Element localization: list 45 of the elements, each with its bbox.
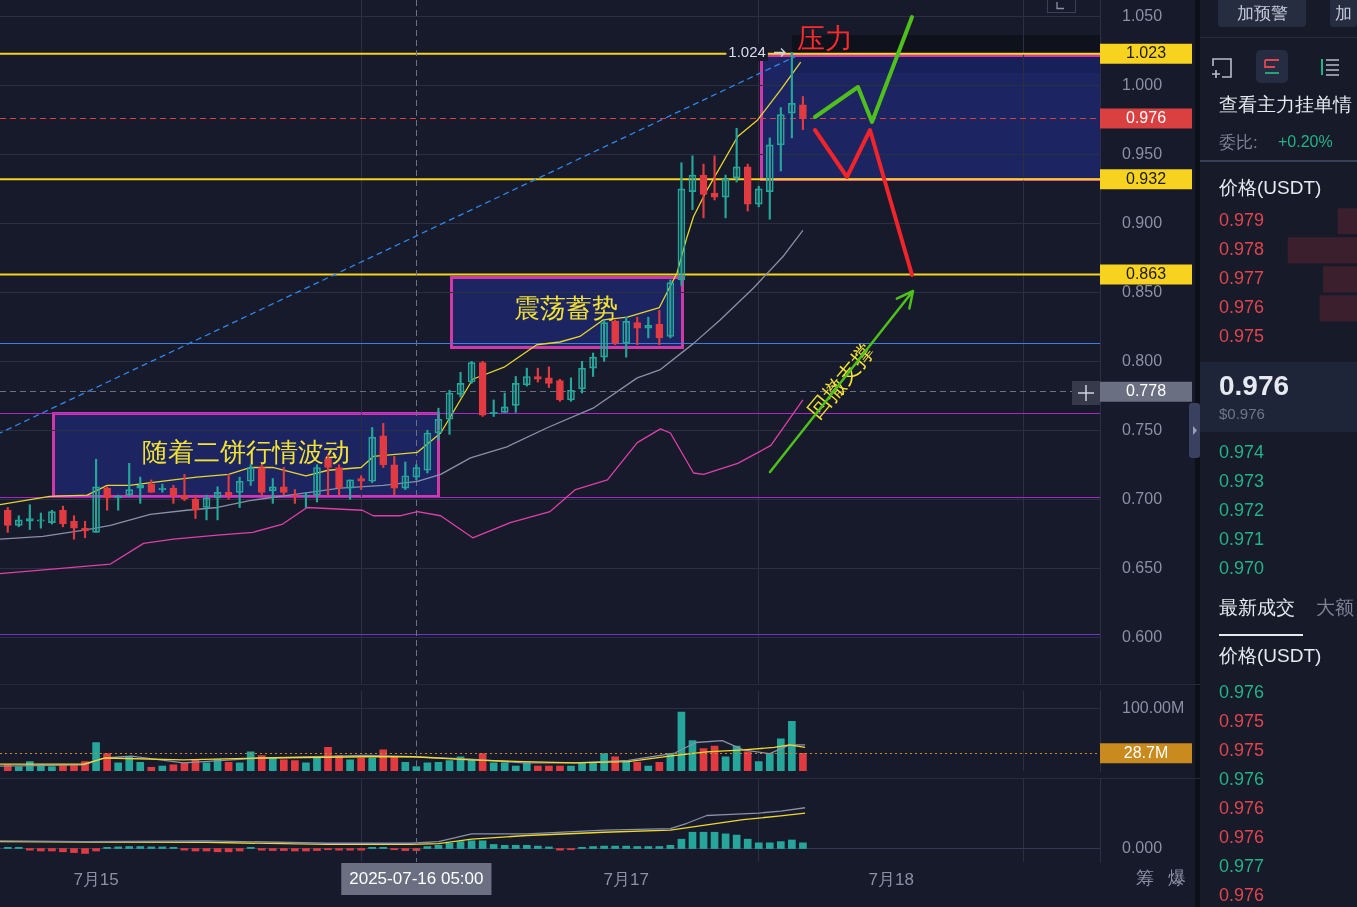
- ref-line-label: 0.778: [1125, 382, 1167, 400]
- y-tick-label: 0.900: [1122, 213, 1163, 231]
- y-tick-label: 100.00M: [1122, 699, 1185, 717]
- x-tick-label: 7月17: [603, 869, 649, 889]
- y-tick-label: 0.600: [1122, 627, 1163, 645]
- y-tick-label: 0.750: [1122, 420, 1163, 438]
- text: 筹: [1136, 867, 1154, 888]
- ref-line-label: 0.863: [1125, 264, 1167, 282]
- text: $0.976: [1219, 403, 1265, 423]
- y-tick-label: 0.800: [1122, 351, 1163, 369]
- y-tick-label: 0.974: [1219, 442, 1265, 463]
- annotation: 压力: [797, 22, 853, 54]
- y-tick-label: 0.972: [1219, 500, 1265, 521]
- text: +0.20%: [1278, 132, 1333, 152]
- y-tick-label: 0.950: [1122, 144, 1163, 162]
- y-tick-label: 0.973: [1219, 471, 1265, 492]
- text: 委比:: [1219, 131, 1258, 153]
- y-tick-label: 0.650: [1122, 558, 1163, 576]
- y-tick-label: 1.000: [1122, 75, 1163, 93]
- text: 查看主力挂单情: [1219, 93, 1352, 117]
- chart-title: 价格(USDT): [1218, 176, 1322, 198]
- annotation: 1.024: [728, 42, 766, 60]
- x-tick-label: 7月15: [73, 869, 119, 889]
- ref-line-label: 2025-07-16 05:00: [349, 868, 484, 888]
- annotation: 震荡蓄势: [514, 293, 618, 324]
- ref-line-label: 28.7M: [1123, 743, 1169, 761]
- text: 爆: [1168, 867, 1186, 888]
- y-tick-label: 0.970: [1219, 558, 1265, 579]
- text: 大额: [1316, 596, 1354, 620]
- x-tick-label: 7月18: [868, 869, 914, 889]
- y-tick-label: 0.975: [1219, 326, 1265, 347]
- y-tick-label: 0.850: [1122, 282, 1163, 300]
- y-tick-label: 1.050: [1122, 6, 1163, 24]
- ref-line-label: 1.023: [1125, 44, 1167, 62]
- y-tick-label: 0.978: [1219, 239, 1265, 260]
- text: 价格(USDT): [1219, 644, 1322, 668]
- y-tick-label: 0.976: [1219, 297, 1265, 318]
- annotation: 随着二饼行情波动: [142, 437, 350, 468]
- y-tick-label: 0.971: [1219, 529, 1265, 550]
- y-tick-label: 0.979: [1219, 210, 1265, 231]
- text: 最新成交: [1219, 596, 1295, 620]
- text: 0.000: [1122, 838, 1163, 856]
- ref-line-label: 0.932: [1125, 169, 1167, 187]
- y-tick-label: 0.700: [1122, 489, 1163, 507]
- y-tick-label: 0.977: [1219, 268, 1265, 289]
